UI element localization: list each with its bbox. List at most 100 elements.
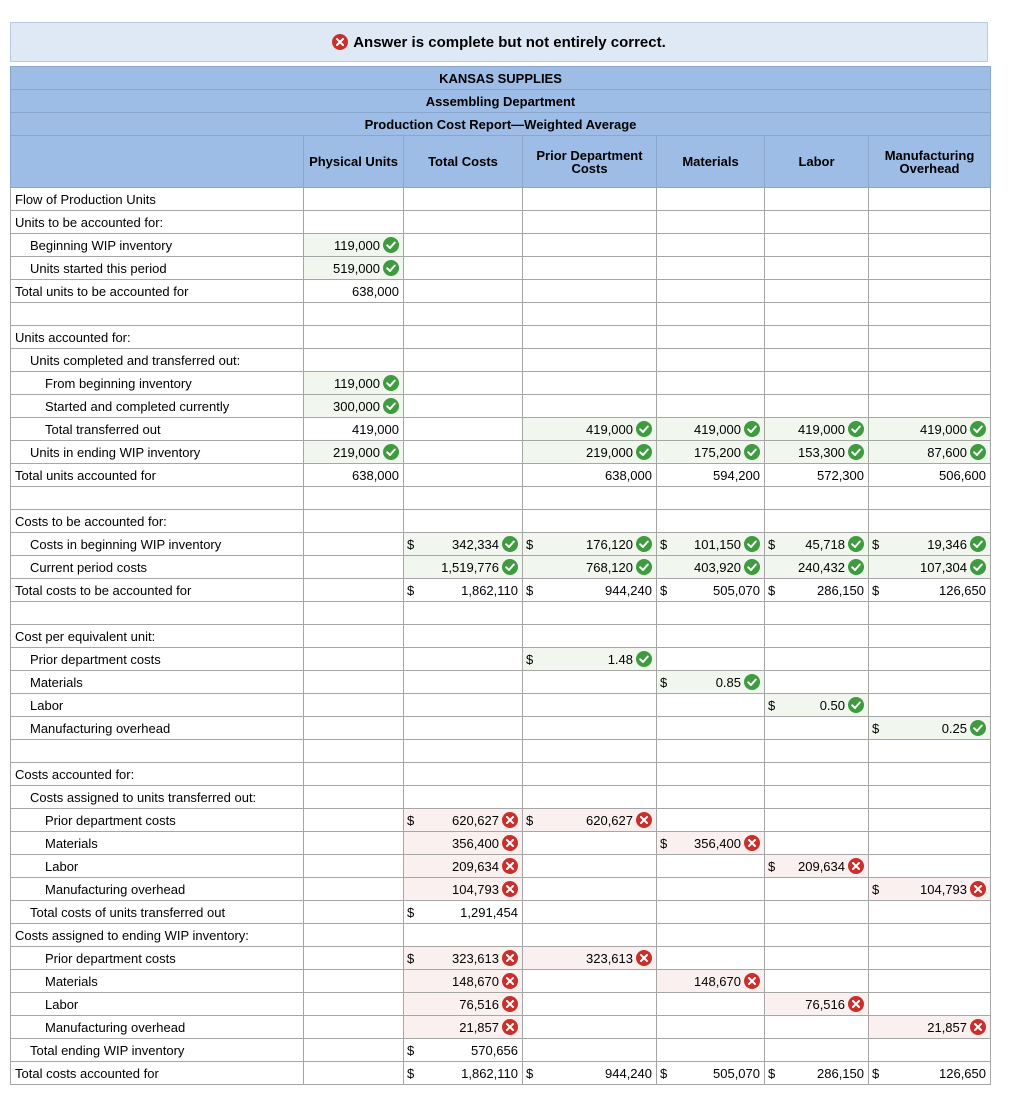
empty-cell xyxy=(868,808,991,832)
cell-value: 638,000 xyxy=(352,467,399,483)
cell-value: 323,613 xyxy=(452,950,499,966)
value-cell: $101,150 xyxy=(656,532,765,556)
currency-symbol: $ xyxy=(407,582,415,598)
cell-content: 594,200 xyxy=(658,465,764,486)
check-icon xyxy=(970,559,986,575)
icon-circle xyxy=(636,559,652,575)
icon-glyph xyxy=(506,1000,514,1008)
cross-icon xyxy=(502,973,518,989)
row-label: Flow of Production Units xyxy=(10,187,304,211)
row-label: Total units to be accounted for xyxy=(10,279,304,303)
report-row: Labor 76,516 76,516 xyxy=(10,992,991,1016)
empty-cell xyxy=(656,601,765,625)
company-name: KANSAS SUPPLIES xyxy=(10,66,991,90)
empty-cell xyxy=(656,1015,765,1039)
value-cell: 419,000 xyxy=(656,417,765,441)
report-row: Total units to be accounted for 638,000 xyxy=(10,279,991,303)
empty-cell xyxy=(868,969,991,993)
empty-cell xyxy=(303,601,404,625)
corner-cell xyxy=(10,135,304,188)
row-label: Manufacturing overhead xyxy=(10,877,304,901)
currency-symbol: $ xyxy=(407,1065,415,1081)
empty-cell xyxy=(764,279,869,303)
cell-content: 219,000 xyxy=(524,442,656,463)
empty-cell xyxy=(868,210,991,234)
department-name: Assembling Department xyxy=(10,89,991,113)
check-icon xyxy=(502,559,518,575)
cell-content: $1,862,110 xyxy=(405,580,522,601)
empty-cell xyxy=(403,371,523,395)
icon-glyph xyxy=(973,563,983,571)
empty-cell xyxy=(868,509,991,533)
currency-symbol: $ xyxy=(872,1065,880,1081)
cell-value: 21,857 xyxy=(459,1019,499,1035)
row-label: Prior department costs xyxy=(10,647,304,671)
empty-cell xyxy=(303,693,404,717)
currency-symbol: $ xyxy=(768,697,776,713)
check-icon xyxy=(848,421,864,437)
report-row: Units in ending WIP inventory 219,000 219,… xyxy=(10,440,991,464)
cell-content: 107,304 xyxy=(870,557,990,578)
report-row: Total units accounted for 638,000 638,000 5… xyxy=(10,463,991,487)
empty-cell xyxy=(403,463,523,487)
cell-value: 1,291,454 xyxy=(460,904,518,920)
cell-value: 1,519,776 xyxy=(441,559,499,575)
empty-cell xyxy=(522,693,657,717)
icon-circle xyxy=(744,536,760,552)
icon-glyph xyxy=(386,241,396,249)
empty-cell xyxy=(656,785,765,809)
empty-cell xyxy=(403,440,523,464)
empty-cell xyxy=(656,1038,765,1062)
cell-value: 572,300 xyxy=(817,467,864,483)
empty-cell xyxy=(522,716,657,740)
icon-circle xyxy=(636,421,652,437)
value-cell: $286,150 xyxy=(764,578,869,602)
empty-cell xyxy=(403,233,523,257)
icon-glyph xyxy=(506,885,514,893)
check-icon xyxy=(848,559,864,575)
value-cell: $1,862,110 xyxy=(403,578,523,602)
currency-symbol: $ xyxy=(872,536,880,552)
row-label: Prior department costs xyxy=(10,808,304,832)
value-cell: 119,000 xyxy=(303,233,404,257)
cell-content: 419,000 xyxy=(870,419,990,440)
cell-content: $286,150 xyxy=(766,580,868,601)
cell-content: 638,000 xyxy=(524,465,656,486)
empty-cell xyxy=(868,739,991,763)
cross-icon xyxy=(502,858,518,874)
row-label xyxy=(10,739,304,763)
report-row: Materials 148,670 148,670 xyxy=(10,969,991,993)
cell-value: 505,070 xyxy=(713,1065,760,1081)
cell-content: 240,432 xyxy=(766,557,868,578)
empty-cell xyxy=(868,256,991,280)
cell-value: 209,634 xyxy=(798,858,845,874)
row-label: Cost per equivalent unit: xyxy=(10,624,304,648)
value-cell: $620,627 xyxy=(403,808,523,832)
report-row: Units accounted for: xyxy=(10,325,991,349)
empty-cell xyxy=(403,624,523,648)
empty-cell xyxy=(522,486,657,510)
icon-circle xyxy=(970,559,986,575)
empty-cell xyxy=(764,923,869,947)
currency-symbol: $ xyxy=(768,536,776,552)
cell-value: 219,000 xyxy=(586,444,633,460)
cross-icon xyxy=(744,835,760,851)
value-cell: $0.85 xyxy=(656,670,765,694)
icon-glyph xyxy=(505,563,515,571)
empty-cell xyxy=(656,762,765,786)
cell-value: 104,793 xyxy=(920,881,967,897)
currency-symbol: $ xyxy=(526,536,534,552)
value-cell: 356,400 xyxy=(403,831,523,855)
cell-content: $209,634 xyxy=(766,856,868,877)
empty-cell xyxy=(764,187,869,211)
cell-value: 323,613 xyxy=(586,950,633,966)
value-cell: $1,291,454 xyxy=(403,900,523,924)
cell-value: 104,793 xyxy=(452,881,499,897)
empty-cell xyxy=(868,992,991,1016)
column-header: Materials xyxy=(656,135,765,188)
empty-cell xyxy=(656,854,765,878)
cell-value: 419,000 xyxy=(352,421,399,437)
value-cell: 638,000 xyxy=(303,279,404,303)
report-row: Manufacturing overhead $0.25 xyxy=(10,716,991,740)
row-label: Started and completed currently xyxy=(10,394,304,418)
